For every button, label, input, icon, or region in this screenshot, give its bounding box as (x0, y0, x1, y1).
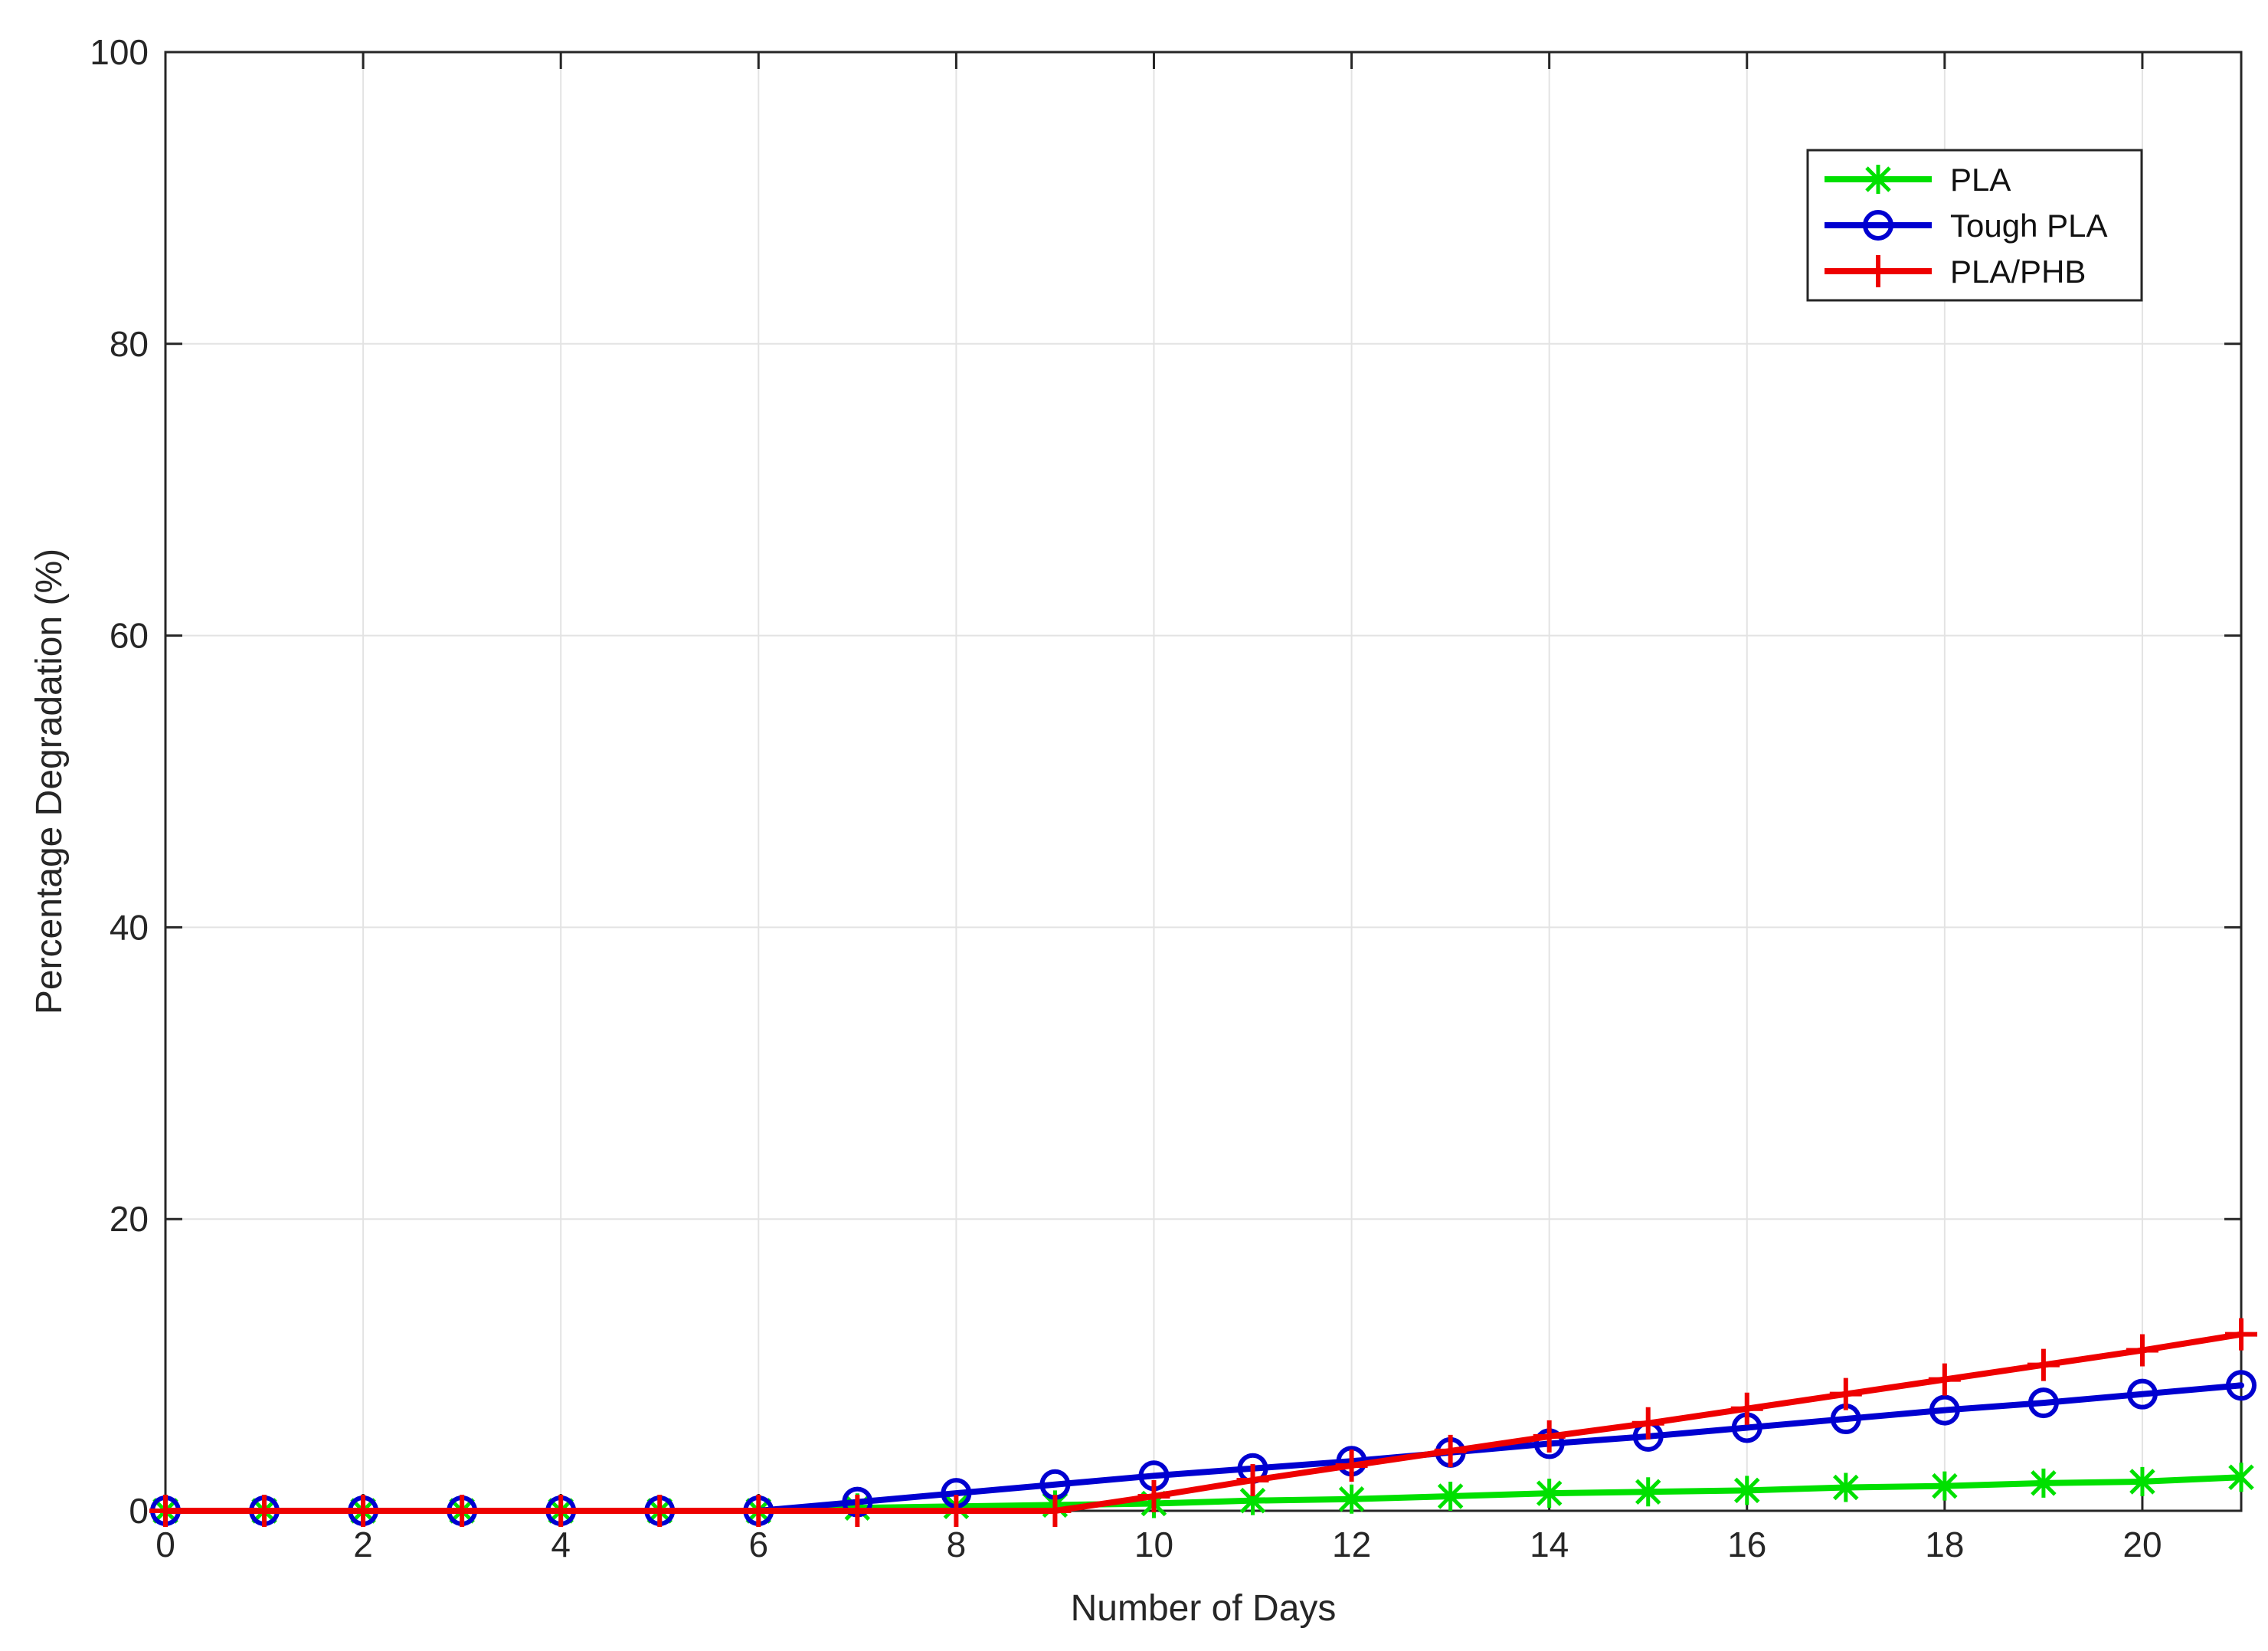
data-point (1928, 1363, 1961, 1396)
legend-entry: PLA (1825, 162, 2011, 198)
data-point (248, 1495, 281, 1527)
legend-label: PLA/PHB (1950, 254, 2086, 290)
data-point (1733, 1476, 1760, 1505)
data-series (149, 1318, 2257, 1527)
y-tick-label: 100 (90, 32, 149, 72)
legend-entry: Tough PLA (1825, 208, 2108, 244)
data-point (446, 1495, 479, 1527)
data-point (2031, 1468, 2057, 1498)
data-point (2126, 1378, 2158, 1410)
data-point (1335, 1449, 1368, 1482)
x-tick-label: 18 (1925, 1525, 1964, 1564)
x-tick-label: 6 (748, 1525, 768, 1564)
data-point (1635, 1477, 1661, 1507)
y-tick-label: 80 (110, 324, 149, 364)
x-axis-label: Number of Days (1071, 1588, 1337, 1629)
data-point (643, 1495, 676, 1527)
data-point (1833, 1472, 1859, 1502)
x-tick-label: 2 (353, 1525, 373, 1564)
data-point (1730, 1392, 1763, 1425)
grid-lines (165, 51, 2241, 1512)
data-point (1137, 1479, 1170, 1512)
data-point (1437, 1481, 1464, 1511)
legend-marker (1865, 165, 1891, 194)
data-point (1631, 1407, 1664, 1440)
x-tick-label: 16 (1727, 1525, 1766, 1564)
data-point (742, 1495, 775, 1527)
y-tick-label: 40 (110, 907, 149, 947)
data-point (1829, 1377, 1862, 1410)
data-point (1338, 1484, 1365, 1514)
data-point (2027, 1387, 2059, 1419)
data-point (1932, 1471, 1958, 1501)
legend-entry: PLA/PHB (1825, 254, 2086, 290)
data-point (2126, 1334, 2158, 1367)
data-point (2228, 1463, 2254, 1492)
x-tick-label: 0 (155, 1525, 175, 1564)
data-point (1536, 1479, 1563, 1509)
y-tick-label: 20 (110, 1199, 149, 1239)
data-point (2027, 1348, 2060, 1381)
y-tick-label: 0 (129, 1491, 149, 1531)
axis-ticks: 0 2 4 6 8 10 12 14 16 18 20 0 20 40 60 80 100 (90, 32, 2241, 1564)
data-point (841, 1495, 874, 1527)
x-tick-label: 14 (1530, 1525, 1569, 1564)
data-point (545, 1495, 578, 1527)
series-line (162, 1331, 2244, 1514)
data-point (2129, 1466, 2155, 1496)
x-tick-label: 20 (2122, 1525, 2162, 1564)
legend-marker (1863, 210, 1893, 241)
y-tick-label: 60 (110, 616, 149, 656)
data-point (347, 1495, 380, 1527)
plot-area-frame (164, 51, 2243, 1512)
data-point (1039, 1495, 1072, 1527)
y-axis-label: Percentage Degradation (%) (29, 549, 70, 1014)
data-point (940, 1495, 973, 1527)
data-point (1929, 1394, 1960, 1426)
data-point (2226, 1370, 2257, 1401)
legend: PLA Tough PLA PLA/PHB (1806, 149, 2143, 302)
data-point (2225, 1318, 2257, 1351)
legend-label: PLA (1950, 162, 2011, 198)
x-tick-label: 8 (947, 1525, 967, 1564)
data-point (1434, 1434, 1467, 1467)
x-tick-label: 12 (1332, 1525, 1371, 1564)
legend-label: Tough PLA (1950, 208, 2108, 244)
x-tick-label: 10 (1134, 1525, 1173, 1564)
series-pla-phb (149, 1318, 2257, 1527)
data-point (1533, 1420, 1566, 1453)
x-tick-label: 4 (551, 1525, 571, 1564)
legend-marker (1862, 255, 1894, 287)
data-point (1236, 1464, 1269, 1497)
data-point (149, 1495, 182, 1527)
